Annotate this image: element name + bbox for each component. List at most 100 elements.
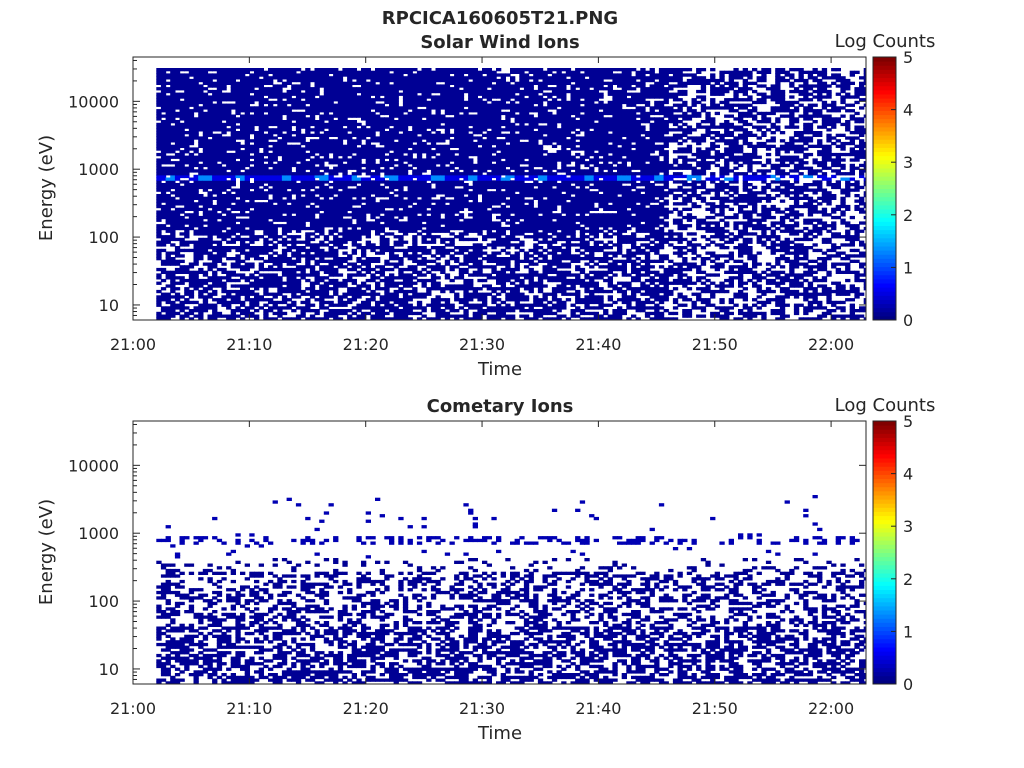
heatmap-cell — [361, 177, 367, 181]
heatmap-cell — [184, 155, 190, 159]
heatmap-cell — [398, 300, 404, 305]
heatmap-cell — [240, 109, 246, 113]
heatmap-cell — [328, 87, 334, 91]
heatmap-cell — [430, 114, 437, 118]
heatmap-cell — [249, 81, 255, 85]
heatmap-cell — [365, 278, 371, 283]
heatmap-cell — [402, 240, 409, 244]
heatmap-cell — [305, 70, 311, 74]
heatmap-cell — [351, 243, 357, 247]
heatmap-cell — [435, 139, 441, 143]
heatmap-cell — [421, 163, 427, 168]
heatmap-cell — [361, 87, 367, 91]
heatmap-cell — [347, 202, 353, 206]
heatmap-cell — [435, 311, 441, 316]
heatmap-cell — [188, 317, 195, 320]
heatmap-cell — [165, 141, 171, 146]
heatmap-cell — [188, 166, 195, 170]
heatmap-cell — [421, 202, 427, 206]
heatmap-cell — [398, 298, 404, 302]
heatmap-cell — [254, 139, 260, 143]
heatmap-cell — [179, 163, 185, 168]
heatmap-cell — [277, 267, 283, 272]
heatmap-cell — [333, 309, 339, 313]
heatmap-cell — [449, 155, 455, 159]
heatmap-cell — [277, 122, 283, 127]
heatmap-cell — [389, 109, 395, 113]
heatmap-cell — [370, 70, 376, 74]
heatmap-cell — [272, 92, 278, 96]
heatmap-cell — [207, 267, 213, 272]
heatmap-cell — [463, 136, 469, 140]
heatmap-cell — [356, 81, 362, 85]
heatmap-cell — [216, 257, 223, 261]
heatmap-cell — [230, 120, 236, 124]
heatmap-cell — [407, 114, 413, 118]
heatmap-cell — [249, 68, 255, 72]
heatmap-cell — [281, 158, 288, 162]
heatmap-cell — [454, 136, 460, 140]
heatmap-cell — [361, 226, 367, 231]
heatmap-cell — [412, 100, 418, 105]
heatmap-cell — [240, 161, 246, 165]
heatmap-cell — [421, 257, 427, 261]
heatmap-cell — [188, 68, 195, 72]
heatmap-cell — [295, 125, 302, 129]
heatmap-cell — [430, 259, 437, 263]
heatmap-cell — [226, 139, 232, 143]
heatmap-cell — [477, 81, 483, 85]
heatmap-cell — [370, 166, 376, 170]
heatmap-cell — [165, 122, 171, 127]
heatmap-cell — [384, 166, 390, 170]
heatmap-cell — [249, 95, 255, 99]
heatmap-cell — [207, 262, 213, 266]
heatmap-cell — [435, 147, 441, 151]
heatmap-cell — [328, 141, 334, 146]
heatmap-cell — [389, 226, 395, 231]
heatmap-cell — [170, 303, 176, 307]
heatmap-cell — [160, 215, 167, 220]
heatmap-cell — [370, 317, 376, 320]
heatmap-cell — [337, 191, 344, 195]
heatmap-cell — [384, 240, 390, 244]
heatmap-cell — [402, 292, 409, 296]
heatmap-cell — [379, 314, 385, 318]
heatmap-cell — [235, 278, 241, 283]
heatmap-cell — [263, 174, 269, 179]
heatmap-cell — [174, 147, 181, 151]
heatmap-cell — [444, 224, 451, 228]
heatmap-cell — [184, 221, 190, 225]
heatmap-cell — [170, 128, 176, 132]
heatmap-cell — [426, 73, 432, 77]
heatmap-cell — [435, 287, 441, 291]
heatmap-cell — [319, 226, 325, 231]
heatmap-cell — [156, 95, 162, 99]
heatmap-cell — [412, 150, 418, 154]
heatmap-cell — [356, 309, 362, 313]
heatmap-cell — [258, 84, 264, 88]
heatmap-cell — [258, 207, 264, 211]
heatmap-cell — [156, 194, 162, 198]
heatmap-cell — [319, 152, 325, 157]
heatmap-cell — [333, 166, 339, 170]
heatmap-cell — [281, 161, 288, 165]
heatmap-cell — [375, 292, 381, 296]
heatmap-cell — [216, 174, 223, 179]
heatmap-cell — [305, 194, 311, 198]
heatmap-cell — [179, 237, 185, 242]
heatmap-cell — [477, 309, 483, 313]
heatmap-cell — [249, 194, 255, 198]
heatmap-cell — [221, 98, 227, 102]
heatmap-cell — [184, 161, 190, 165]
heatmap-cell — [165, 76, 171, 80]
heatmap-cell — [188, 207, 195, 211]
heatmap-cell — [230, 136, 236, 140]
heatmap-cell — [375, 169, 381, 173]
heatmap-cell — [207, 172, 213, 176]
heatmap-cell — [384, 68, 390, 72]
heatmap-cell — [268, 177, 274, 181]
heatmap-cell — [235, 92, 241, 96]
heatmap-cell — [258, 120, 264, 124]
heatmap-cell — [342, 87, 348, 91]
heatmap-cell — [309, 287, 316, 291]
